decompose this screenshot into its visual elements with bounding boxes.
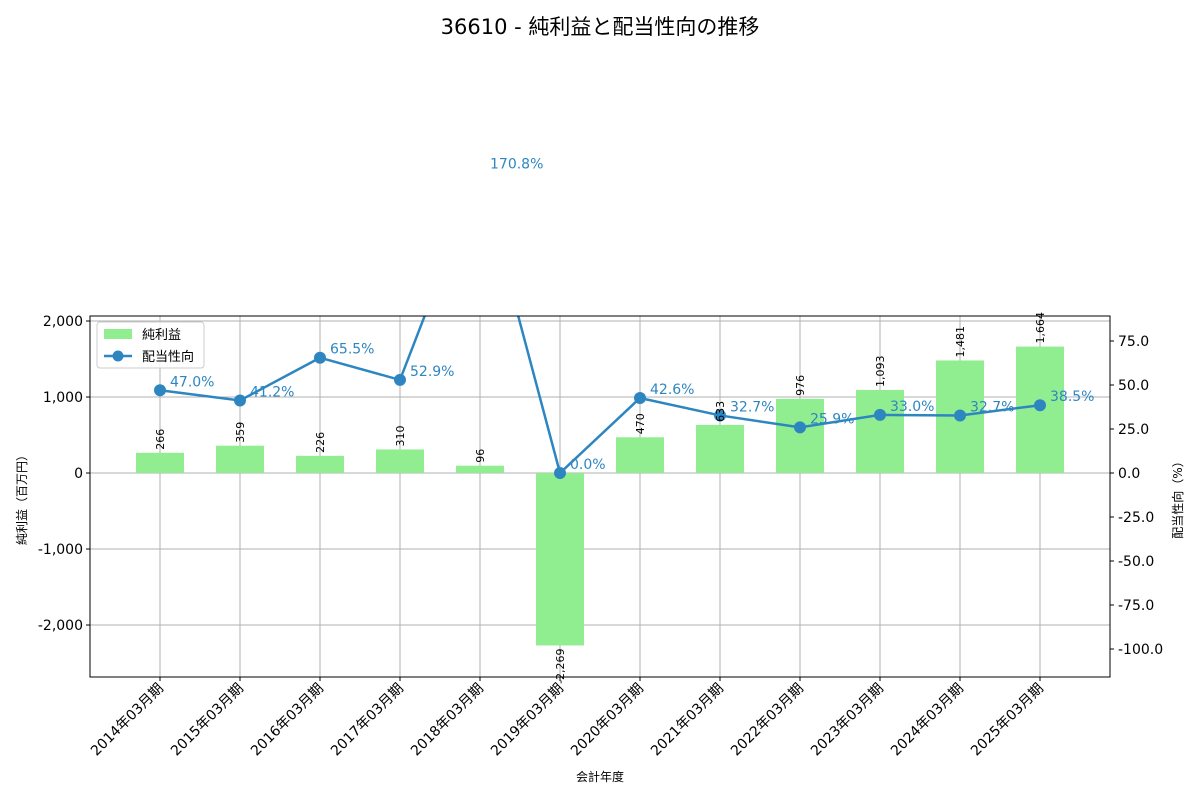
bar-value-label: 976 — [794, 375, 807, 396]
payout-ratio-marker — [874, 408, 886, 421]
payout-ratio-marker — [554, 467, 566, 480]
x-tick-label: 2014年03月期 — [88, 681, 167, 760]
y2-tick-label: 0.0 — [1118, 466, 1140, 482]
legend-label-net-income: 純利益 — [142, 328, 181, 343]
x-tick-label: 2023年03月期 — [808, 681, 887, 760]
bar-net-income — [696, 424, 744, 474]
payout-ratio-marker — [714, 409, 726, 422]
payout-ratio-label: 47.0% — [170, 374, 214, 390]
bar-net-income — [776, 398, 824, 474]
payout-ratio-marker — [314, 351, 326, 364]
y-tick-label: -1,000 — [38, 542, 83, 558]
x-tick-label: 2022年03月期 — [728, 681, 807, 760]
y2-tick-label: -50.0 — [1118, 554, 1154, 570]
bar-net-income — [856, 389, 904, 474]
payout-ratio-label: 0.0% — [570, 457, 606, 473]
payout-ratio-label: 32.7% — [730, 399, 774, 415]
payout-ratio-line — [159, 316, 1041, 476]
x-tick-label: 2025年03月期 — [968, 681, 1047, 760]
bar-net-income — [536, 473, 584, 646]
x-tick-label: 2017年03月期 — [328, 681, 407, 760]
payout-ratio-marker — [154, 384, 166, 397]
bar-value-label: 96 — [474, 449, 487, 463]
legend-line-marker — [112, 350, 124, 362]
payout-ratio-marker — [954, 409, 966, 422]
chart-title: 36610 - 純利益と配当性向の推移 — [441, 15, 760, 39]
payout-ratio-label: 41.2% — [250, 384, 294, 400]
y-tick-label: 0 — [74, 466, 83, 482]
y-axis-label: 純利益（百万円） — [15, 449, 29, 545]
x-tick-label: 2019年03月期 — [488, 681, 567, 760]
y-tick-label: -2,000 — [38, 618, 83, 634]
bar-value-label: 1,664 — [1034, 312, 1047, 344]
bar-value-label: 633 — [714, 401, 727, 422]
x-tick-label: 2024年03月期 — [888, 681, 967, 760]
bar-value-label: 226 — [314, 432, 327, 453]
payout-ratio-marker — [634, 392, 646, 405]
payout-ratio-marker — [234, 394, 246, 407]
bar-value-label: 1,093 — [874, 355, 887, 387]
y2-tick-label: -75.0 — [1118, 598, 1154, 614]
payout-ratio-label: 52.9% — [410, 364, 454, 380]
x-tick-label: 2016年03月期 — [248, 681, 327, 760]
y2-tick-label: -25.0 — [1118, 510, 1154, 526]
x-tick-label: 2015年03月期 — [168, 681, 247, 760]
payout-ratio-marker — [394, 373, 406, 386]
x-tick-label: 2021年03月期 — [648, 681, 727, 760]
bar-net-income — [216, 445, 264, 474]
bar-value-label: 266 — [154, 429, 167, 450]
y2-tick-label: 25.0 — [1118, 422, 1149, 438]
bar-net-income — [376, 449, 424, 474]
legend-bar-swatch — [104, 329, 132, 339]
payout-ratio-label: 33.0% — [890, 399, 934, 415]
payout-ratio-label: 170.8% — [490, 156, 543, 172]
payout-ratio-label: 32.7% — [970, 399, 1014, 415]
bar-value-label: 1,481 — [954, 326, 967, 358]
payout-ratio-label: 25.9% — [810, 411, 854, 427]
bar-net-income — [296, 455, 344, 474]
y2-tick-label: -100.0 — [1118, 642, 1163, 658]
payout-ratio-label: 42.6% — [650, 382, 694, 398]
y-tick-label: 1,000 — [43, 390, 83, 406]
bar-value-label: -2,269 — [554, 648, 567, 683]
x-axis-label: 会計年度 — [576, 769, 624, 784]
payout-ratio-marker — [474, 166, 486, 178]
y2-tick-label: 50.0 — [1118, 378, 1149, 394]
payout-ratio-label: 65.5% — [330, 342, 374, 358]
legend: 純利益 配当性向 — [96, 321, 205, 369]
y-tick-label: 2,000 — [43, 314, 83, 330]
payout-ratio-marker — [794, 421, 806, 434]
bar-net-income — [616, 437, 664, 474]
payout-ratio-marker — [1034, 399, 1046, 412]
legend-label-payout-ratio: 配当性向 — [142, 349, 194, 365]
plot-frame — [89, 315, 1111, 678]
payout-ratio-label: 38.5% — [1050, 389, 1094, 405]
y2-tick-label: 75.0 — [1118, 334, 1149, 350]
x-tick-label: 2020年03月期 — [568, 681, 647, 760]
bar-value-label: 470 — [634, 413, 647, 434]
bar-value-label: 310 — [394, 425, 407, 446]
bar-value-label: 359 — [234, 422, 247, 443]
y2-axis-label: 配当性向（%） — [1170, 455, 1185, 538]
x-tick-label: 2018年03月期 — [408, 681, 487, 760]
bar-net-income — [456, 465, 504, 474]
bar-net-income — [136, 452, 184, 474]
